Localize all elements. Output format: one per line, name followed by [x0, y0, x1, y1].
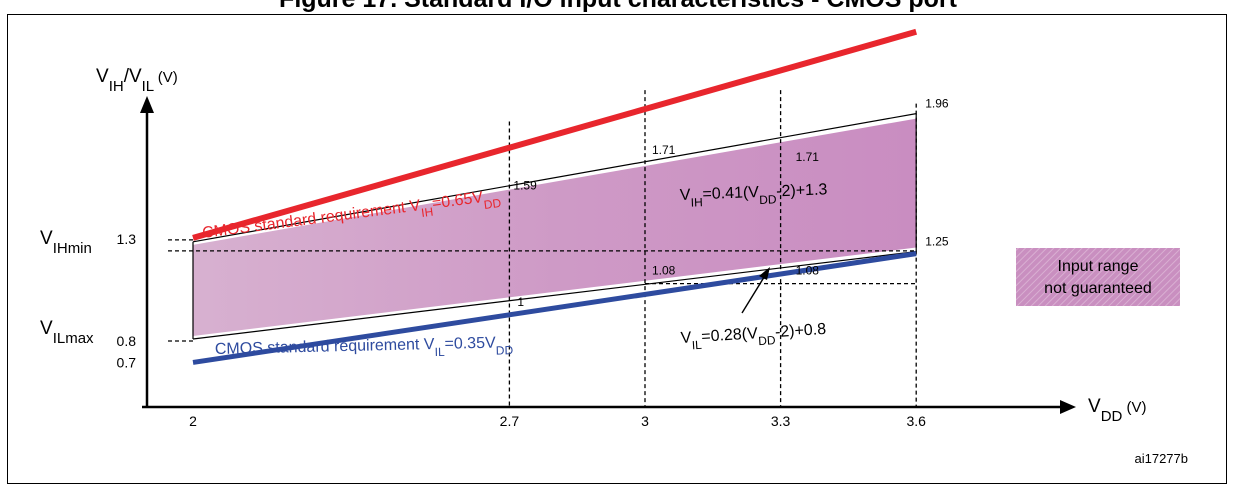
vil-standard-line [192, 251, 917, 365]
x-tick-label: 3.6 [906, 413, 926, 429]
data-label: 1 [517, 295, 524, 309]
x-axis-title: VDD (V) [1088, 396, 1147, 425]
data-label: 1.96 [925, 97, 949, 111]
data-label: 1.59 [513, 178, 537, 192]
data-label: 1.71 [652, 143, 676, 157]
y-axis-title: VIH/VIL (V) [96, 66, 178, 95]
data-label: 1.71 [796, 150, 820, 164]
vil-fit-line [192, 250, 917, 340]
y-tick-label: 0.8 [117, 333, 137, 349]
vih-fit-label: VIH=0.41(VDD-2)+1.3 [680, 181, 829, 210]
y-named-label: VILmax [40, 318, 94, 347]
y-axis-arrow-icon [140, 96, 154, 113]
data-label: 1.08 [652, 264, 676, 278]
chart-frame [7, 14, 1227, 484]
y-tick-label: 1.3 [117, 231, 137, 247]
data-label: 1.25 [925, 235, 949, 249]
legend-text-line1: Input range [1058, 258, 1139, 275]
data-label: 1.08 [796, 264, 820, 278]
figure-id: ai17277b [1135, 451, 1189, 466]
vil-pointer-line [741, 273, 767, 314]
vil-standard-label: CMOS standard requirement VIL=0.35VDD [215, 334, 514, 364]
x-tick-label: 2.7 [500, 413, 520, 429]
vih-fit-line [192, 113, 917, 243]
legend-text-line2: not guaranteed [1044, 280, 1152, 297]
x-tick-label: 3 [641, 413, 649, 429]
figure-title: Figure 17. Standard I/O input characteri… [0, 0, 1236, 14]
x-tick-label: 2 [189, 413, 197, 429]
shaded-region [193, 118, 917, 336]
y-tick-label: 0.7 [117, 354, 137, 370]
x-axis-arrow-icon [1060, 400, 1076, 414]
x-tick-label: 3.3 [771, 413, 791, 429]
vil-pointer-arrow-icon [759, 267, 770, 280]
legend-swatch [1016, 248, 1180, 306]
legend: Input range not guaranteed [1016, 248, 1180, 306]
y-named-label: VIHmin [40, 228, 92, 257]
vih-standard-line [192, 28, 918, 241]
vil-fit-label: VIL=0.28(VDD-2)+0.8 [680, 321, 827, 353]
